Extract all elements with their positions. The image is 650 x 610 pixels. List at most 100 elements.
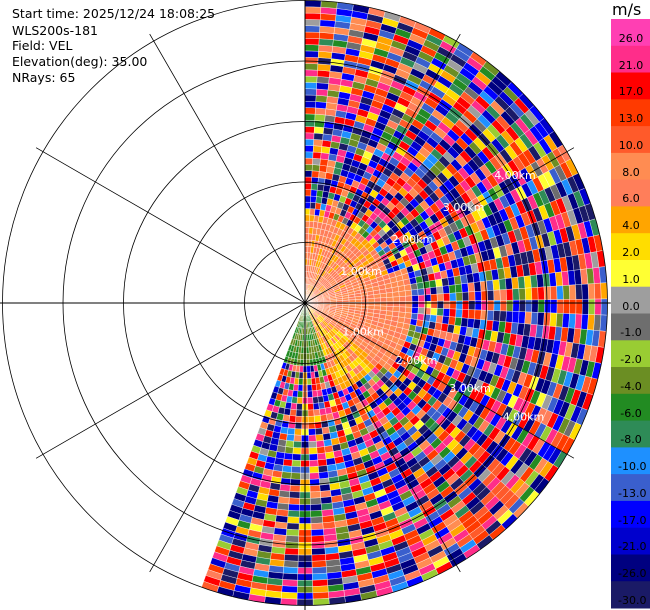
radar-gate: [304, 69, 318, 77]
colorbar-tick-label: 21.0: [618, 58, 644, 72]
radar-gate: [284, 554, 299, 562]
radar-gate: [288, 497, 300, 505]
colorbar-tick-label: -26.0: [618, 567, 647, 581]
radar-gate: [289, 491, 301, 499]
radar-gate: [312, 145, 323, 153]
colorbar-tick-label: -6.0: [620, 406, 642, 420]
radar-gate: [311, 560, 327, 568]
radar-gate: [304, 75, 318, 83]
radar-gate: [316, 440, 325, 448]
radar-gate: [575, 284, 583, 300]
radar-gate: [430, 301, 438, 309]
radar-gate: [511, 311, 520, 324]
radar-gate: [304, 189, 312, 197]
radar-gate: [317, 63, 331, 72]
radar-gate: [307, 403, 314, 411]
radar-gate: [320, 414, 328, 422]
radar-gate: [499, 289, 507, 301]
radar-gate: [411, 301, 419, 308]
radar-gate: [304, 57, 319, 65]
radar-gate: [600, 298, 608, 316]
radar-gate: [405, 306, 413, 314]
radar-gate: [298, 371, 304, 379]
radar-gate: [525, 299, 533, 313]
radar-gate: [309, 459, 319, 467]
radar-gate: [318, 38, 334, 47]
radar-gate: [309, 466, 319, 474]
radar-gate: [310, 503, 322, 512]
radar-gate: [411, 289, 419, 296]
radar-gate: [418, 301, 425, 308]
radar-gate: [305, 340, 309, 348]
radar-gate: [298, 378, 304, 386]
radar-gate: [307, 415, 315, 423]
radar-gate: [455, 308, 463, 318]
radar-gate: [304, 227, 310, 234]
radar-gate: [304, 220, 310, 228]
radar-gate: [447, 276, 456, 286]
radar-gate: [404, 284, 412, 291]
radar-gate: [314, 107, 327, 116]
radar-gate: [430, 307, 438, 316]
radar-gate: [417, 288, 425, 296]
radar-gate: [297, 390, 303, 398]
radar-gate: [436, 293, 444, 302]
radar-gate: [282, 572, 298, 581]
radar-gate: [568, 284, 577, 300]
radar-gate: [437, 300, 444, 309]
radar-gate: [593, 314, 602, 331]
radar-gate: [290, 472, 301, 480]
nrays: NRays: 65: [12, 70, 76, 85]
radar-gate: [493, 300, 501, 312]
radar-gate: [313, 132, 324, 141]
radar-gate: [278, 490, 290, 498]
radar-gate: [316, 446, 326, 454]
radar-gate: [317, 70, 331, 78]
radar-gate: [318, 44, 333, 53]
radar-gate: [309, 485, 321, 493]
radar-gate: [311, 554, 326, 562]
radar-gate: [294, 428, 302, 436]
radar-gate: [506, 288, 514, 301]
radar-gate: [304, 214, 310, 222]
radar-gate: [308, 434, 317, 442]
colorbar-tick-label: -4.0: [620, 379, 642, 393]
field-name: Field: VEL: [12, 38, 73, 53]
radar-gate: [563, 299, 570, 314]
radar-gate: [310, 371, 316, 379]
radar-gate: [304, 113, 316, 121]
radar-gate: [307, 390, 313, 398]
range-label: 1.00km: [340, 265, 382, 278]
radar-gate: [310, 183, 318, 191]
radar-gate: [505, 310, 513, 323]
radar-gate: [600, 282, 608, 300]
radar-gate: [320, 152, 330, 161]
radar-gate: [435, 278, 443, 288]
radar-gate: [531, 287, 539, 301]
radar-gate: [304, 202, 311, 209]
radar-gate: [467, 309, 476, 320]
colorbar-tick-label: 13.0: [618, 112, 644, 126]
radar-gate: [537, 299, 545, 313]
radar-gate: [530, 311, 539, 326]
radar-gate: [569, 299, 577, 315]
radar-gate: [310, 510, 323, 518]
radar-gate: [287, 427, 296, 436]
radar-gate: [311, 384, 317, 392]
radar-gate: [411, 295, 419, 302]
colorbar-tick-label: 26.0: [618, 31, 644, 45]
radar-gate: [289, 485, 301, 493]
range-label: 4.00km: [503, 411, 545, 424]
radar-gate: [310, 195, 317, 203]
radar-gate: [310, 516, 323, 524]
colorbar-tick-label: 10.0: [618, 138, 644, 152]
radar-gate: [454, 317, 463, 327]
radar-gate: [498, 278, 507, 291]
radar-gate: [304, 183, 312, 190]
radar-gate: [321, 146, 331, 154]
radar-gate: [320, 490, 332, 498]
radar-gate: [512, 299, 520, 312]
radar-gate: [304, 101, 316, 109]
radar-gate: [317, 395, 325, 404]
radar-gate: [556, 285, 564, 300]
